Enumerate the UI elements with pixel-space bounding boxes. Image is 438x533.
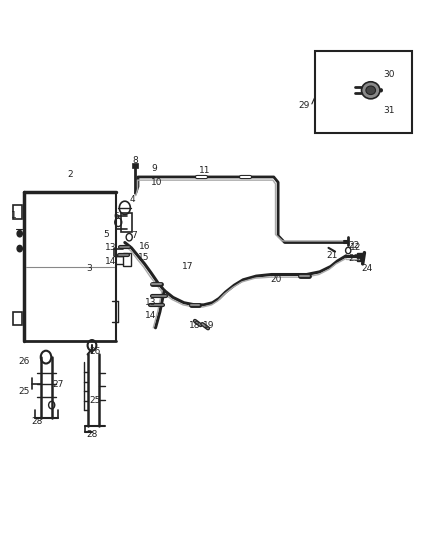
Text: 22: 22 [348,241,360,249]
Text: 4: 4 [129,196,135,204]
Bar [13,312,22,325]
Text: 1: 1 [11,212,17,220]
Text: 29: 29 [299,101,310,110]
Bar [357,253,362,261]
Text: 7: 7 [131,231,137,240]
Text: 30: 30 [383,70,395,79]
Text: 9: 9 [151,165,157,173]
Text: 3: 3 [86,264,92,272]
Text: 16: 16 [139,242,151,251]
Text: 13: 13 [105,244,116,252]
Text: 21: 21 [326,252,338,260]
Text: 5: 5 [103,230,109,239]
Text: 27: 27 [53,381,64,389]
Text: 14: 14 [145,311,157,320]
Text: 25: 25 [18,387,30,396]
Text: 8: 8 [132,157,138,165]
Text: 26: 26 [90,348,101,356]
Text: 18: 18 [189,321,201,329]
Text: 19: 19 [203,321,215,329]
Circle shape [17,245,22,252]
Bar [123,253,131,266]
Text: 10: 10 [151,179,162,187]
Bar [13,205,22,219]
Text: 23: 23 [348,254,360,263]
Ellipse shape [366,86,375,94]
Text: 13: 13 [145,298,157,307]
Text: 24: 24 [361,264,373,272]
Bar [315,51,412,133]
Text: 28: 28 [32,417,43,425]
Text: 25: 25 [90,397,101,405]
Text: 17: 17 [182,262,193,271]
Text: 12: 12 [350,244,362,252]
Text: 26: 26 [18,357,30,366]
Text: 2: 2 [67,171,73,179]
Ellipse shape [361,82,380,99]
Text: 20: 20 [270,275,282,284]
Text: 14: 14 [105,257,116,265]
Bar [121,213,132,232]
Text: 11: 11 [199,166,211,175]
Circle shape [379,88,383,92]
Circle shape [17,230,22,237]
Bar [132,163,138,168]
Text: 6: 6 [114,212,120,221]
Text: 15: 15 [138,254,150,262]
Text: 31: 31 [383,106,395,115]
Text: 28: 28 [86,430,98,439]
